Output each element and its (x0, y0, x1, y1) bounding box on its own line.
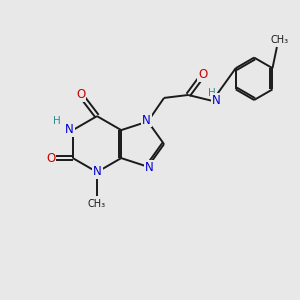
Text: CH₃: CH₃ (270, 34, 288, 45)
Text: N: N (145, 161, 153, 174)
Text: H: H (208, 88, 216, 98)
Text: N: N (65, 123, 74, 136)
Text: H: H (53, 116, 61, 126)
Text: CH₃: CH₃ (88, 199, 106, 209)
Text: O: O (76, 88, 86, 101)
Text: N: N (93, 165, 102, 178)
Text: O: O (198, 68, 208, 82)
Text: N: N (212, 94, 221, 107)
Text: N: N (142, 113, 151, 127)
Text: O: O (46, 152, 55, 165)
